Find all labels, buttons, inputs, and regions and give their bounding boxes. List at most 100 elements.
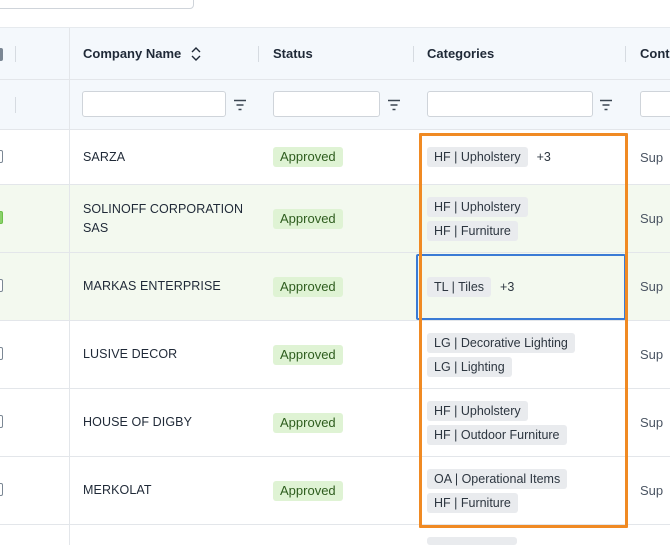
- categories-filter-input[interactable]: [427, 91, 593, 117]
- top-search-input[interactable]: [0, 0, 194, 9]
- categories-cell[interactable]: OA | Operational Items HF | Furniture: [414, 457, 626, 524]
- more-tags-count[interactable]: +3: [500, 279, 515, 294]
- filter-row: [0, 80, 670, 130]
- table-row[interactable]: SOLINOFF CORPORATION SAS Approved HF | U…: [0, 185, 670, 253]
- status-badge: Approved: [273, 276, 343, 297]
- status-cell: Approved: [259, 185, 414, 252]
- company-name-header-label: Company Name: [83, 46, 182, 61]
- category-tag: TL | Tiles: [427, 276, 492, 297]
- company-name-cell: LUSIVE DECOR: [69, 321, 259, 388]
- categories-cell[interactable]: LG | Decorative Lighting LG | Lighting: [414, 321, 626, 388]
- company-name: MARKAS ENTERPRISE: [83, 279, 221, 293]
- focused-cell-outline: [416, 254, 626, 320]
- contact-value: Sup: [640, 149, 664, 165]
- table-row[interactable]: HOUSE OF DIGBY Approved HF | Upholstery …: [0, 389, 670, 457]
- status-cell: Approved: [259, 457, 414, 524]
- column-header-categories[interactable]: Categories: [414, 28, 626, 79]
- row-select-cell: [0, 389, 69, 456]
- column-divider: [69, 80, 70, 129]
- category-tag: HF | Upholstery: [427, 147, 528, 167]
- table-row[interactable]: MARKAS ENTERPRISE Approved TL | Tiles +3 …: [0, 253, 670, 321]
- contact-cell: Sup: [626, 321, 670, 388]
- company-name: SARZA: [83, 149, 126, 164]
- row-select-cell: [0, 185, 69, 252]
- status-badge: Approved: [273, 412, 343, 433]
- categories-cell[interactable]: HF | Upholstery HF | Outdoor Furniture: [414, 389, 626, 456]
- column-divider: [413, 46, 414, 62]
- categories-header-label: Categories: [427, 46, 495, 61]
- table-row[interactable]: [0, 525, 670, 545]
- row-select-cell: [0, 457, 69, 524]
- company-name-cell: SOLINOFF CORPORATION SAS: [69, 185, 259, 252]
- row-checkbox[interactable]: [0, 483, 3, 496]
- contact-cell: Sup: [626, 389, 670, 456]
- column-divider: [258, 46, 259, 62]
- categories-cell[interactable]: TL | Tiles +3: [414, 253, 626, 320]
- column-divider: [625, 46, 626, 62]
- category-tag: LG | Lighting: [427, 356, 512, 377]
- contact-value: Sup: [640, 415, 664, 430]
- more-tags-count[interactable]: +3: [536, 150, 551, 164]
- status-cell: Approved: [259, 389, 414, 456]
- category-tag: OA | Operational Items: [427, 468, 568, 489]
- column-divider: [15, 46, 16, 62]
- contact-header-label: Conta: [640, 46, 670, 61]
- status-badge: Approved: [273, 208, 343, 229]
- category-tag: [427, 537, 517, 545]
- company-name-cell: SARZA: [69, 130, 259, 184]
- company-name: MERKOLAT: [83, 483, 152, 497]
- row-select-cell: [0, 253, 69, 320]
- contact-cell: Sup: [626, 253, 670, 320]
- category-tag: HF | Upholstery: [427, 400, 528, 421]
- status-badge: Approved: [273, 344, 343, 365]
- category-tag: HF | Outdoor Furniture: [427, 424, 567, 445]
- company-name-cell: HOUSE OF DIGBY: [69, 389, 259, 456]
- status-header-label: Status: [273, 46, 313, 61]
- company-name-cell: [69, 525, 259, 545]
- row-checkbox[interactable]: [0, 415, 3, 428]
- company-name-cell: MERKOLAT: [69, 457, 259, 524]
- row-checkbox[interactable]: [0, 150, 3, 163]
- category-tag: LG | Decorative Lighting: [427, 332, 575, 353]
- category-tag: HF | Furniture: [427, 220, 518, 241]
- header-row: Company Name Status Categories Conta: [0, 27, 670, 80]
- category-tag: HF | Upholstery: [427, 196, 528, 217]
- contact-cell: Sup: [626, 457, 670, 524]
- status-filter-input[interactable]: [273, 91, 380, 117]
- select-all-checkbox[interactable]: [0, 48, 3, 61]
- contact-value: Sup: [640, 279, 664, 294]
- contact-filter-input[interactable]: [640, 91, 670, 117]
- categories-cell[interactable]: HF | Upholstery HF | Furniture: [414, 185, 626, 252]
- column-header-company-name[interactable]: Company Name: [69, 28, 259, 79]
- column-header-status[interactable]: Status: [259, 28, 414, 79]
- table-row[interactable]: LUSIVE DECOR Approved LG | Decorative Li…: [0, 321, 670, 389]
- category-tag: HF | Furniture: [427, 492, 518, 513]
- categories-cell: [414, 525, 626, 545]
- row-select-cell: [0, 130, 69, 184]
- contact-value: Sup: [640, 347, 664, 362]
- contact-cell: Sup: [626, 185, 670, 252]
- row-select-cell: [0, 321, 69, 388]
- status-badge: Approved: [273, 480, 343, 501]
- row-checkbox[interactable]: [0, 211, 3, 224]
- sort-icon[interactable]: [190, 46, 202, 61]
- categories-cell[interactable]: HF | Upholstery +3: [414, 130, 626, 184]
- status-badge: Approved: [273, 147, 343, 167]
- status-cell: Approved: [259, 253, 414, 320]
- filter-icon[interactable]: [233, 98, 247, 111]
- status-cell: Approved: [259, 321, 414, 388]
- contact-value: Sup: [640, 211, 664, 226]
- row-checkbox[interactable]: [0, 347, 3, 360]
- column-header-contact[interactable]: Conta: [626, 28, 670, 79]
- table-row[interactable]: SARZA Approved HF | Upholstery +3 Sup: [0, 130, 670, 185]
- company-name: HOUSE OF DIGBY: [83, 415, 193, 429]
- table-row[interactable]: MERKOLAT Approved OA | Operational Items…: [0, 457, 670, 525]
- column-divider: [15, 97, 16, 113]
- filter-icon[interactable]: [599, 98, 613, 111]
- contact-cell: Sup: [626, 130, 670, 184]
- contact-value: Sup: [640, 483, 664, 498]
- row-checkbox[interactable]: [0, 279, 3, 292]
- filter-icon[interactable]: [387, 98, 401, 111]
- company-name-filter-input[interactable]: [82, 91, 226, 117]
- status-cell: Approved: [259, 130, 414, 184]
